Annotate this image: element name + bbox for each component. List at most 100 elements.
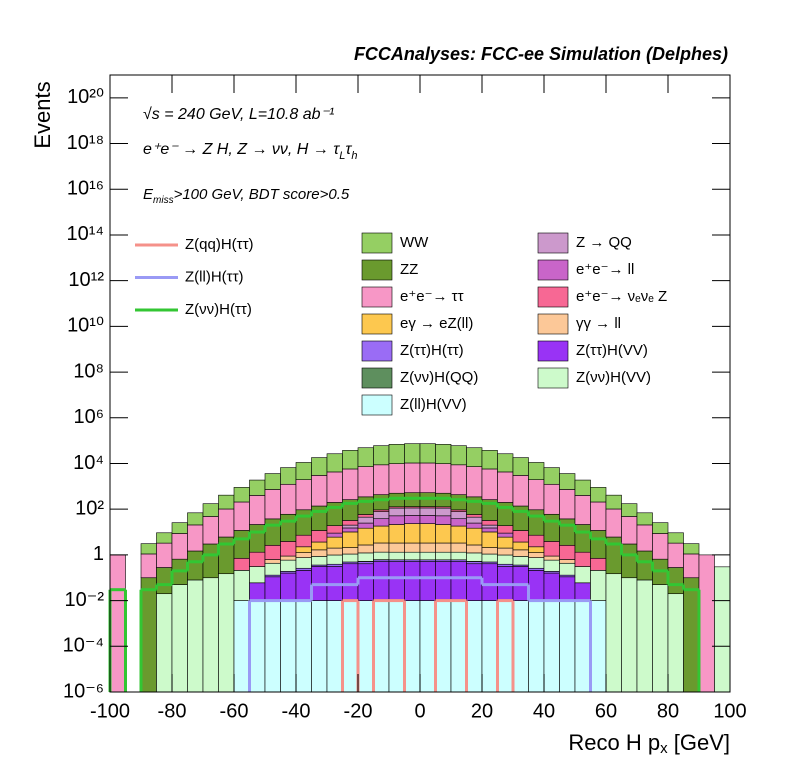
histogram-bar — [295, 509, 312, 536]
y-tick-label: 10⁻⁶ — [63, 680, 104, 702]
legend-swatch — [537, 340, 569, 362]
histogram-bar — [357, 516, 374, 524]
histogram-bar — [512, 475, 529, 507]
histogram-bar — [419, 542, 436, 553]
histogram-bar — [233, 570, 250, 601]
histogram-bar — [512, 556, 529, 566]
histogram-bar — [636, 550, 653, 581]
histogram-bar — [357, 600, 374, 693]
histogram-bar — [342, 527, 359, 533]
histogram-bar — [512, 457, 529, 476]
histogram-bar — [311, 475, 328, 507]
histogram-bar — [388, 492, 405, 508]
histogram-bar — [450, 511, 467, 520]
histogram-bar — [435, 515, 452, 525]
x-tick-label: -40 — [282, 700, 311, 722]
histogram-bar — [109, 554, 126, 693]
signal-line — [248, 576, 592, 692]
histogram-bar — [373, 542, 390, 553]
histogram-bar — [388, 463, 405, 494]
histogram-bar — [419, 443, 436, 464]
histogram-bar — [466, 496, 483, 515]
histogram-bar — [450, 600, 467, 693]
y-tick-label: 10⁴ — [73, 452, 104, 474]
histogram-bar — [404, 523, 421, 544]
x-axis-label: Reco H px [GeV] — [568, 730, 730, 757]
histogram-bar — [326, 453, 343, 473]
histogram-bar — [574, 495, 591, 525]
histogram-bar — [466, 514, 483, 518]
histogram-bar — [512, 505, 529, 531]
histogram-bar — [233, 557, 250, 571]
histogram-bar — [450, 542, 467, 553]
histogram-bar — [435, 463, 452, 494]
histogram-bar — [156, 532, 173, 544]
histogram-bar — [419, 507, 436, 516]
histogram-bar — [481, 450, 498, 470]
histogram-bar — [295, 552, 312, 558]
x-tick-label: 80 — [657, 700, 679, 722]
histogram-bar — [295, 570, 312, 601]
legend-label: Z(νν)H(ττ) — [185, 301, 252, 318]
legend-label: Z(νν)H(QQ) — [400, 369, 478, 386]
histogram-bar — [466, 563, 483, 601]
cut-sub: miss — [153, 195, 174, 206]
histogram-bar — [171, 533, 188, 560]
histogram-bar — [435, 444, 452, 464]
x-tick-label: 20 — [471, 700, 493, 722]
histogram-bar — [466, 466, 483, 498]
histogram-bar — [404, 507, 421, 516]
histogram-bar — [357, 527, 374, 546]
histogram-bar — [419, 561, 436, 601]
histogram-bar — [280, 559, 297, 572]
y-tick-label: 10⁶ — [74, 406, 104, 428]
histogram-bar — [481, 600, 498, 693]
x-tick-label: 40 — [533, 700, 555, 722]
histogram-bar — [311, 600, 328, 693]
y-tick-label: 10⁸ — [73, 360, 104, 382]
legend-label: eγ → eZ(ll) — [400, 315, 473, 332]
y-tick-label: 10⁻² — [65, 589, 105, 611]
histogram-bar — [140, 543, 157, 555]
process-text: e⁺e⁻ → Z H, Z → νν, H → τLτh — [143, 141, 357, 162]
histogram-bar — [249, 524, 266, 553]
histogram-bar — [450, 561, 467, 601]
histogram-bar — [543, 541, 560, 557]
y-tick-label: 10¹⁶ — [67, 178, 104, 200]
histogram-bar — [497, 554, 514, 565]
histogram-bar — [528, 534, 545, 548]
histogram-bar — [311, 549, 328, 557]
histogram-bar — [543, 600, 560, 693]
histogram-bar — [202, 543, 219, 579]
histogram-bar — [140, 553, 157, 579]
histogram-bar — [373, 511, 390, 520]
histogram-bar — [512, 530, 529, 543]
legend-swatch — [361, 313, 393, 335]
histogram-bar — [311, 457, 328, 476]
histogram-bar — [667, 567, 684, 595]
cut-text: Emiss>100 GeV, BDT score>0.5 — [143, 186, 350, 206]
process-tau: τ — [345, 141, 352, 158]
histogram-bar — [621, 516, 638, 545]
histogram-bar — [249, 551, 266, 567]
histogram-bar — [450, 518, 467, 527]
histogram-bar — [466, 522, 483, 529]
histogram-bar — [667, 593, 684, 693]
histogram-bar — [543, 513, 560, 542]
histogram-bar — [373, 518, 390, 527]
histogram-bar — [574, 551, 591, 567]
histogram-bar — [636, 524, 653, 552]
histogram-bar — [264, 576, 281, 601]
histogram-bar — [295, 557, 312, 569]
histogram-bar — [466, 447, 483, 467]
histogram-bar — [187, 579, 204, 693]
histogram-bar — [543, 555, 560, 561]
histogram-bar — [264, 489, 281, 520]
histogram-bar — [311, 556, 328, 566]
histogram-bar — [466, 544, 483, 554]
histogram-bar — [450, 464, 467, 495]
legend-swatch — [361, 259, 393, 281]
histogram-bar — [233, 501, 250, 531]
y-axis-label: Events — [30, 81, 55, 148]
histogram-bar — [218, 573, 235, 693]
